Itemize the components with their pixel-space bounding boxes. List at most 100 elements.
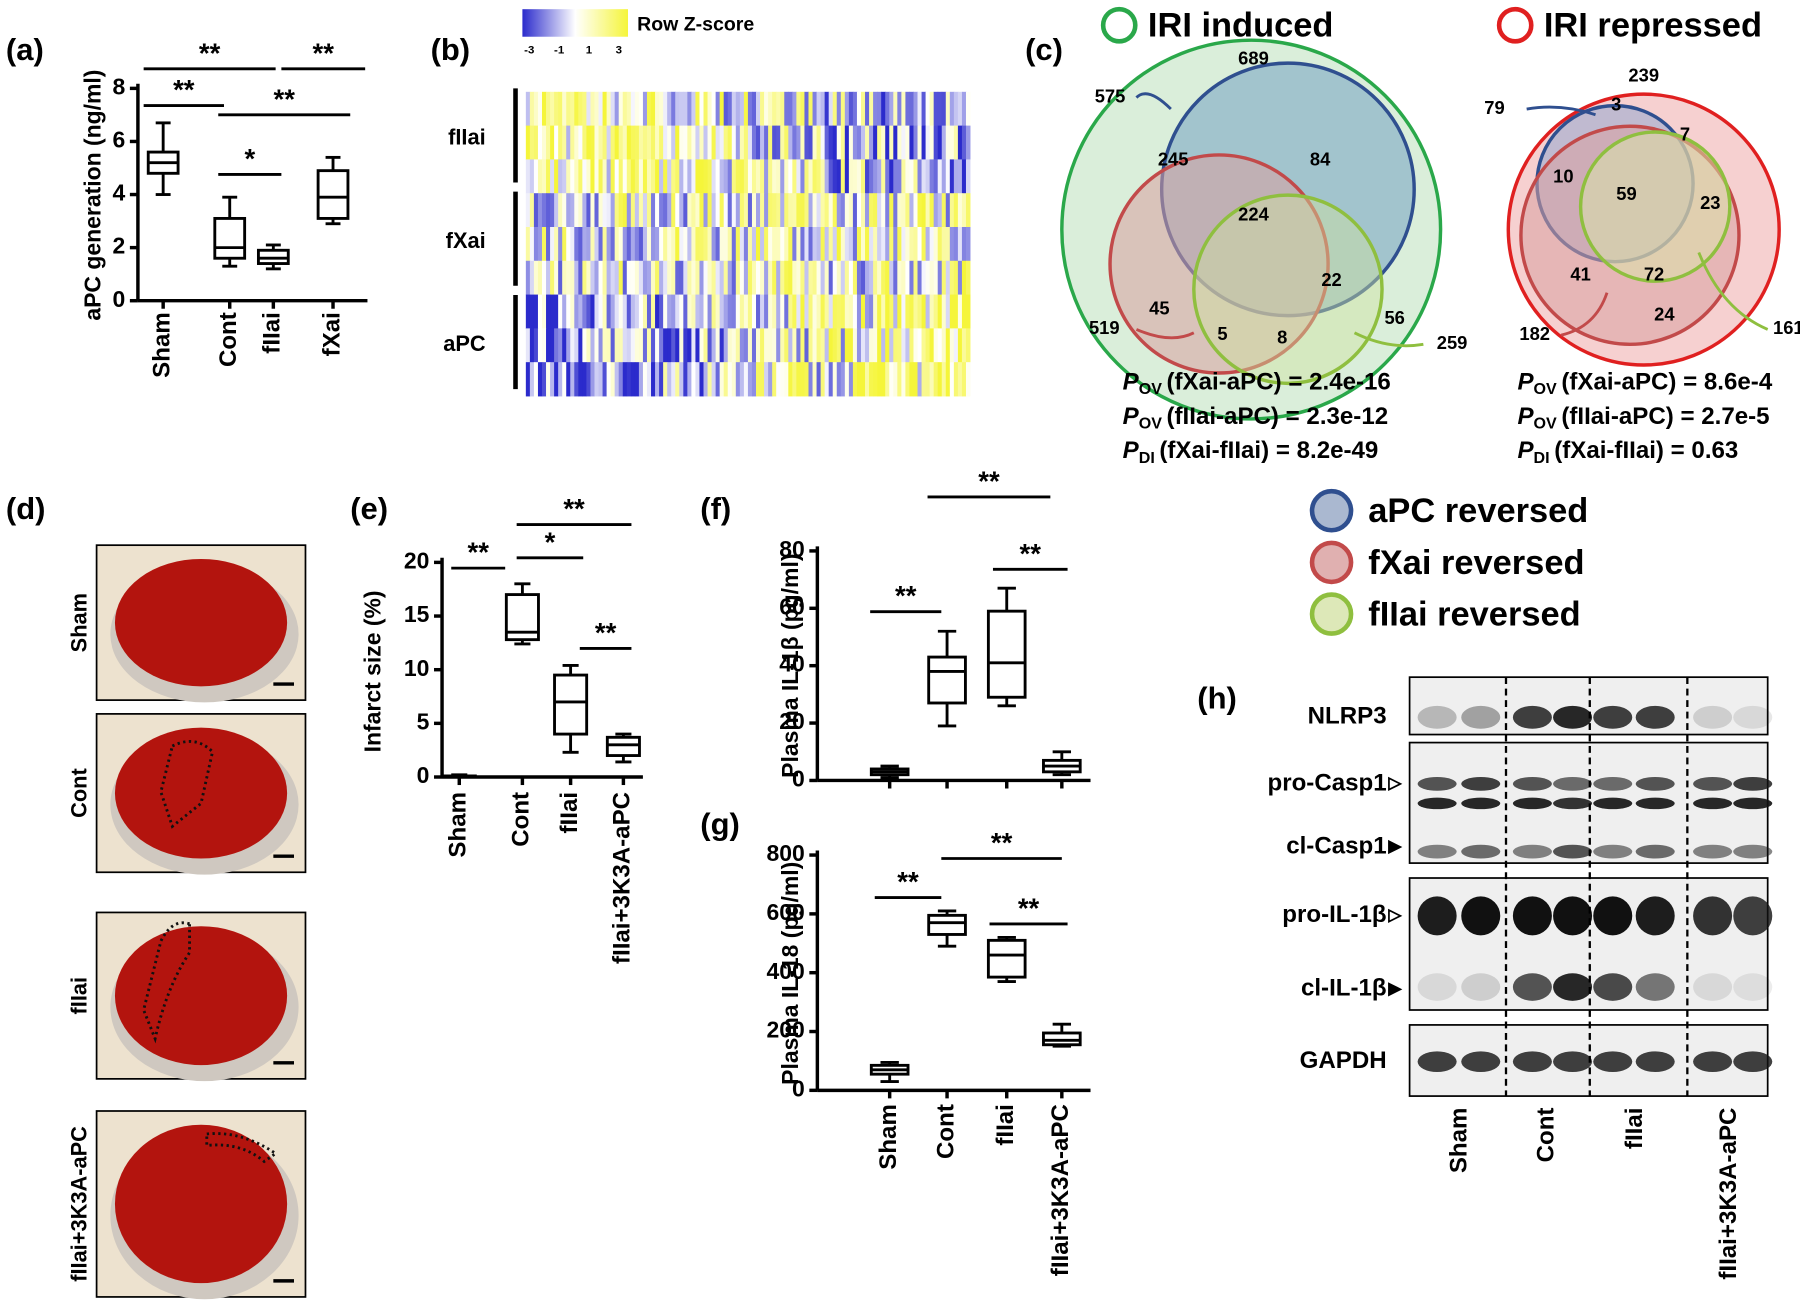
heatmap-cell [735,328,741,363]
heatmap-cell [703,226,709,262]
heatmap-cell [671,193,676,228]
heatmap-cell [735,193,741,228]
heatmap-cell [764,159,769,194]
heatmap-cell [566,362,571,397]
heatmap-cell [832,159,838,194]
venn-count: 575 [1095,85,1126,106]
heatmap-cell [667,193,672,228]
heatmap-cell [671,362,676,397]
heatmap-cell [622,294,628,329]
x-tick-label: Sham [445,792,472,858]
heatmap-cell [889,294,894,329]
heatmap-cell [885,328,890,363]
heatmap-cell [541,159,547,194]
heatmap-cell [897,328,902,363]
heatmap-cell [848,193,854,228]
heatmap-cell [731,328,737,363]
heatmap-cell [642,159,648,194]
heatmap-cell [945,294,951,329]
heatmap-cell [562,362,567,397]
heatmap-cell [905,226,910,262]
blot-band [1417,1051,1457,1072]
heatmap-cell [634,294,640,329]
heatmap-cell [961,362,967,397]
band-marker [1388,908,1403,924]
heatmap-cell [921,362,927,397]
heatmap-cell [893,294,898,329]
heatmap-cell [792,159,797,194]
venn-count: 239 [1628,65,1659,86]
heatmap-cell [776,193,781,228]
venn-count: 245 [1158,149,1189,170]
heatmap-cell [860,159,866,194]
heatmap-cell [602,328,608,363]
heatmap-cell [578,159,583,194]
heatmap-cell [796,328,801,363]
heatmap-cell [574,91,579,127]
heatmap-cell [808,125,813,160]
heatmap-cell [909,226,914,262]
heatmap-cell [796,91,801,127]
heatmap-cell [840,328,846,363]
blot-band [1733,777,1773,791]
heatmap-cell [747,226,753,262]
heatmap-cell [760,294,765,329]
p-text: (fXai-aPC) = 8.6e-4 [1561,369,1773,396]
heatmap-cell [646,362,652,397]
blot-band [1693,705,1733,729]
heatmap-cell [663,260,668,296]
panel-label: (c) [1025,32,1063,67]
heatmap-cell [727,159,733,194]
heatmap-cell [860,294,866,329]
heatmap-cell [856,125,862,160]
heatmap-cell [675,362,680,397]
heatmap-cell [788,362,793,397]
heatmap-cell [913,294,918,329]
heatmap-cell [550,294,555,329]
x-tick-label: fIIai [992,1104,1019,1146]
heatmap-cell [792,226,797,262]
heatmap-cell [687,91,692,127]
heatmap-cell [727,328,733,363]
heatmap-cell [925,362,931,397]
heatmap-cell [844,294,850,329]
heatmap-cell [751,91,757,127]
x-tick-label: Sham [149,312,176,378]
heatmap-cell [772,193,777,228]
heatmap-cell [671,260,676,296]
heatmap-cell [715,125,721,160]
heatmap-cell [723,260,729,296]
heatmap-cell [558,260,563,296]
heatmap-cell [525,294,531,329]
heatmap-cell [792,91,797,127]
heatmap-cell [808,260,813,296]
heatmap-cell [905,91,910,127]
heatmap-cell [651,91,656,127]
heatmap-cell [756,91,761,127]
heatmap-cell [957,159,963,194]
panel-label: (a) [6,32,44,67]
heatmap-cell [541,260,547,296]
heatmap-cell [655,226,660,262]
heatmap-cell [897,362,902,397]
heatmap-cell [917,260,923,296]
heatmap-cell [699,125,704,160]
heatmap-cell [828,294,834,329]
p-value: POV (fIIai-aPC) = 2.7e-5 [1517,403,1769,433]
heatmap-cell [909,91,914,127]
heatmap-cell [764,91,769,127]
heatmap-cell [659,294,664,329]
heatmap-cell [578,362,583,397]
lane-label: fIIai+3K3A-aPC [1715,1108,1742,1280]
legend-label: fXai reversed [1368,544,1584,582]
heatmap-cell [897,294,902,329]
heatmap-cell [602,125,608,160]
heatmap-cell [933,159,939,194]
heatmap-cell [655,328,660,363]
heatmap-cell [594,362,599,397]
blot-row-label: cl-IL-1β [1301,975,1387,1002]
heatmap-cell [626,125,632,160]
heatmap-cell [525,159,531,194]
heatmap-cell [865,159,870,194]
blot-band [1417,896,1457,936]
